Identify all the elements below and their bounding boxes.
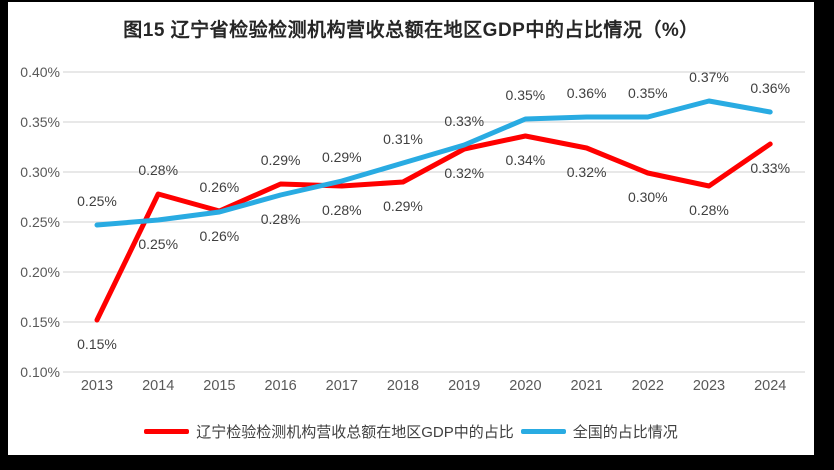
data-label-2024-bottom: 0.33% (750, 160, 790, 176)
x-axis-label: 2023 (693, 378, 725, 394)
data-label-2022-bottom: 0.30% (628, 189, 668, 205)
x-axis-label: 2024 (754, 378, 786, 394)
chart-canvas: 图15 辽宁省检验检测机构营收总额在地区GDP中的占比情况（%） 0.40% 0.… (8, 2, 814, 455)
data-label-2024-top: 0.36% (750, 80, 790, 96)
y-axis-tick-label: 0.20% (20, 264, 60, 280)
data-label-2019-top: 0.33% (444, 113, 484, 129)
x-axis-label: 2019 (448, 378, 480, 394)
y-axis-tick-label: 0.25% (20, 214, 60, 230)
legend-label-national: 全国的占比情况 (572, 423, 678, 441)
data-label-2017-top: 0.29% (322, 149, 362, 165)
data-label-2021-bottom: 0.32% (567, 164, 607, 180)
x-axis-label: 2021 (570, 378, 602, 394)
data-label-2023-top: 0.37% (689, 69, 729, 85)
chart-title: 图15 辽宁省检验检测机构营收总额在地区GDP中的占比情况（%） (123, 20, 699, 41)
data-label-2021-top: 0.36% (567, 85, 607, 101)
series-line-national (94, 98, 773, 228)
x-axis-label: 2022 (632, 378, 664, 394)
data-label-2018-bottom: 0.29% (383, 198, 423, 214)
x-axis-label: 2014 (142, 378, 174, 394)
x-axis-label: 2013 (81, 378, 113, 394)
y-axis-tick-label: 0.30% (20, 164, 60, 180)
y-axis-tick-label: 0.40% (20, 64, 60, 80)
data-label-2015-top: 0.26% (200, 179, 240, 195)
data-label-2016-top: 0.29% (261, 152, 301, 168)
y-axis-tick-label: 0.10% (20, 364, 60, 380)
x-axis-label: 2018 (387, 378, 419, 394)
data-label-2020-bottom: 0.34% (506, 152, 546, 168)
y-axis-tick-label: 0.15% (20, 314, 60, 330)
series-line-liaoning (94, 133, 773, 323)
data-label-2022-top: 0.35% (628, 85, 668, 101)
legend-label-liaoning: 辽宁检验检测机构营收总额在地区GDP中的占比 (196, 423, 514, 441)
x-axis-label: 2017 (326, 378, 358, 394)
legend-swatch-national-icon (520, 428, 566, 434)
x-axis-label: 2015 (203, 378, 235, 394)
x-axis-label: 2020 (509, 378, 541, 394)
data-label-2015-bottom: 0.26% (200, 228, 240, 244)
line-chart-plot: 0.40% 0.35% 0.30% 0.25% 0.20% 0.15% 0.10% 2013 2… (20, 64, 805, 394)
data-label-2016-bottom: 0.28% (261, 211, 301, 227)
y-axis-tick-label: 0.35% (20, 114, 60, 130)
data-label-2023-bottom: 0.28% (689, 202, 729, 218)
data-label-2020-top: 0.35% (506, 87, 546, 103)
data-label-2014-top: 0.28% (138, 162, 178, 178)
legend-swatch-liaoning-icon (144, 428, 190, 434)
data-label-2017-bottom: 0.28% (322, 202, 362, 218)
x-axis-label: 2016 (264, 378, 296, 394)
data-label-2013-bottom: 0.15% (77, 336, 117, 352)
chart-legend: 辽宁检验检测机构营收总额在地区GDP中的占比 全国的占比情况 (8, 420, 814, 442)
data-label-2018-top: 0.31% (383, 131, 423, 147)
data-label-2014-bottom: 0.25% (138, 236, 178, 252)
data-label-2019-bottom: 0.32% (444, 165, 484, 181)
data-label-2013-top: 0.25% (77, 193, 117, 209)
